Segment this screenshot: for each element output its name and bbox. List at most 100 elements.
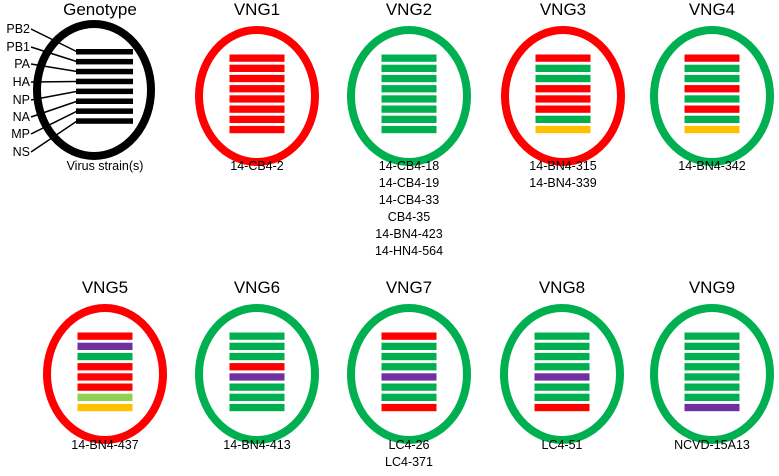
strain-list-vng3: 14-BN4-315 14-BN4-339 — [488, 158, 638, 192]
legend-title: Genotype — [63, 0, 137, 19]
strain-name: 14-BN4-315 — [529, 159, 597, 173]
segment-bar-pb1 — [229, 342, 285, 350]
genotype-title-vng8: VNG8 — [538, 278, 586, 297]
segment-label-ha: HA — [12, 75, 30, 89]
segment-bar-pb2 — [77, 332, 133, 340]
legend-leader-line — [30, 120, 78, 153]
segment-bar-pa — [229, 74, 285, 83]
segment-bar-ns — [77, 403, 133, 412]
segment-label-pa: PA — [14, 57, 30, 71]
segment-bar-pb1 — [381, 342, 437, 350]
strain-list-vng9: NCVD-15A13 — [637, 437, 779, 454]
legend-leader-line — [30, 28, 78, 53]
segment-bar-ns — [381, 125, 437, 134]
genotype-oval-vng7 — [347, 304, 471, 444]
legend-leader-line — [30, 80, 78, 83]
segment-bar-pa — [684, 74, 740, 83]
segment-bar-pb1 — [684, 342, 740, 350]
strain-list-vng6: 14-BN4-413 — [182, 437, 332, 454]
segment-bar-mp — [229, 393, 285, 401]
segment-bar-pb1 — [229, 64, 285, 72]
segment-bar-na — [684, 105, 740, 113]
strain-name: 14-BN4-437 — [71, 438, 139, 452]
genotype-title-vng5: VNG5 — [81, 278, 129, 297]
segment-bar-ns — [229, 403, 285, 412]
strain-name: LC4-371 — [385, 455, 433, 469]
legend-leader-line — [30, 90, 78, 101]
legend-segment-bar — [76, 49, 133, 55]
segment-bar-np — [534, 373, 590, 381]
segment-bar-np — [684, 373, 740, 381]
segment-bar-na — [229, 105, 285, 113]
genotype-oval-vng1 — [195, 26, 319, 166]
segment-bar-mp — [77, 393, 133, 401]
strain-name: 14-BN4-423 — [375, 227, 443, 241]
segment-bar-np — [77, 373, 133, 381]
segment-bar-np — [229, 373, 285, 381]
segment-bar-na — [77, 383, 133, 391]
legend-segment-bar — [76, 98, 133, 104]
segment-bar-ha — [229, 363, 285, 371]
genotype-title-vng3: VNG3 — [539, 0, 587, 19]
strain-name: 14-BN4-339 — [529, 176, 597, 190]
genotype-oval-vng5 — [43, 304, 167, 444]
segment-bar-ha — [229, 85, 285, 93]
segment-bar-np — [684, 95, 740, 103]
strain-name: 14-CB4-33 — [378, 193, 440, 207]
legend-segment-bar — [76, 78, 133, 85]
segment-bar-na — [229, 383, 285, 391]
strain-name: 14-CB4-2 — [230, 159, 284, 173]
segment-bar-ns — [381, 403, 437, 412]
segment-bar-pa — [684, 352, 740, 361]
segment-bar-ns — [229, 125, 285, 134]
strain-list-vng2: 14-CB4-18 14-CB4-19 14-CB4-33 CB4-35 14-… — [334, 158, 484, 260]
segment-bar-pb2 — [381, 54, 437, 62]
legend-segment-bar — [76, 118, 133, 124]
genotype-title-vng6: VNG6 — [233, 278, 281, 297]
segment-bar-mp — [535, 115, 591, 123]
strain-name: LC4-26 — [388, 438, 430, 452]
segment-bar-ns — [534, 403, 590, 412]
segment-bar-np — [381, 373, 437, 381]
legend-segment-bar — [76, 68, 133, 75]
strain-name: 14-CB4-18 — [378, 159, 440, 173]
legend-leader-line — [30, 110, 78, 135]
segment-bar-pb2 — [381, 332, 437, 340]
strain-name: 14-CB4-19 — [378, 176, 440, 190]
strain-name: NCVD-15A13 — [674, 438, 750, 452]
segment-bar-pb1 — [535, 64, 591, 72]
segment-bar-ha — [684, 85, 740, 93]
legend-segment-bar — [76, 58, 133, 65]
segment-bar-na — [534, 383, 590, 391]
segment-label-ns: NS — [12, 145, 30, 159]
segment-bar-na — [535, 105, 591, 113]
strain-name: 14-HN4-564 — [374, 244, 444, 258]
segment-bar-pb2 — [229, 54, 285, 62]
genotype-title-vng4: VNG4 — [688, 0, 736, 19]
strain-list-vng5: 14-BN4-437 — [30, 437, 180, 454]
segment-bar-pb2 — [535, 54, 591, 62]
segment-label-mp: MP — [11, 127, 30, 141]
segment-bar-na — [684, 383, 740, 391]
segment-bar-pb2 — [229, 332, 285, 340]
strain-list-vng7: LC4-26 LC4-371 — [334, 437, 484, 471]
strain-name: 14-BN4-342 — [678, 159, 746, 173]
genotype-oval-vng9 — [650, 304, 774, 444]
segment-bar-pb2 — [684, 54, 740, 62]
legend-leader-line — [30, 46, 78, 63]
segment-bar-mp — [684, 393, 740, 401]
segment-label-na: NA — [12, 110, 30, 124]
segment-bar-ns — [684, 125, 740, 134]
legend-leader-line — [30, 100, 78, 118]
segment-bar-mp — [684, 115, 740, 123]
genotype-oval-vng2 — [347, 26, 471, 166]
segment-bar-pb1 — [534, 342, 590, 350]
segment-bar-pa — [535, 74, 591, 83]
segment-bar-pb2 — [534, 332, 590, 340]
strain-name: CB4-35 — [387, 210, 431, 224]
segment-bar-pb1 — [77, 342, 133, 350]
segment-bar-pb1 — [381, 64, 437, 72]
genotype-title-vng1: VNG1 — [233, 0, 281, 19]
